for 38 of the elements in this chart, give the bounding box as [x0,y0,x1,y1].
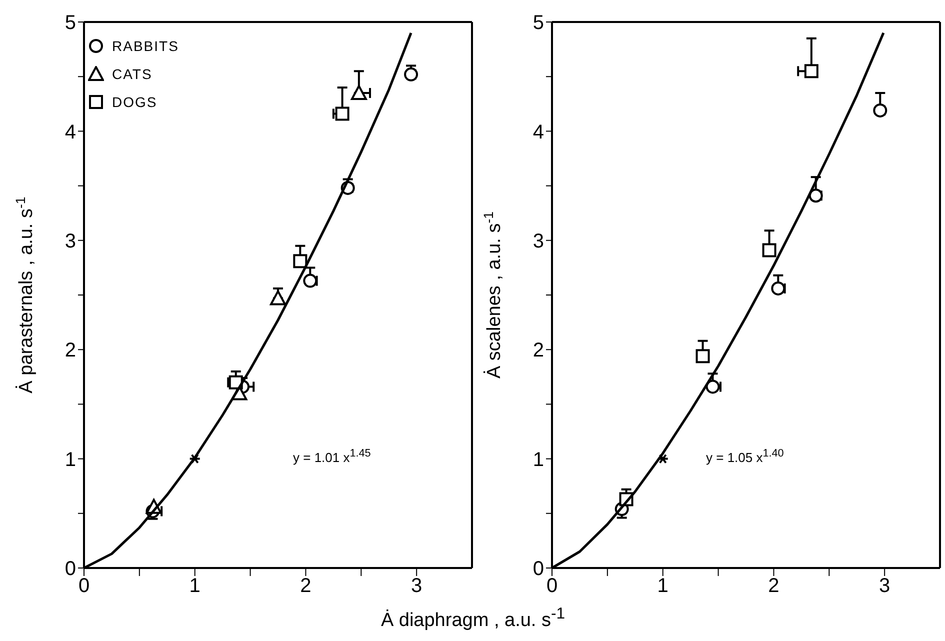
point [771,281,786,296]
x-tick-label: 3 [411,575,422,598]
y-tick-label: 2 [64,340,76,362]
y-tick-label: 0 [532,558,544,580]
point [696,349,710,364]
x-tick-label: 3 [879,575,890,598]
x-tick-label: 1 [189,575,200,598]
y-tick-label: 1 [64,448,76,471]
point [804,64,818,78]
y-tick-label: 3 [532,230,544,252]
point [270,290,286,306]
y-tick-label: 4 [532,121,544,144]
point [762,243,776,258]
y-tick-label: 5 [64,12,76,34]
x-tick-label: 2 [300,575,312,598]
y-tick-label: 4 [64,121,76,144]
point [188,454,201,464]
point [293,254,308,268]
y-tick-label: 3 [64,230,76,252]
point [873,103,888,118]
annotation: y = 1.05 x$^{1.40}$ [706,448,784,466]
legend-label: CATS [112,66,152,82]
point [808,188,823,203]
y-tick-label: 2 [532,340,544,362]
y-tick-label: 0 [64,558,76,580]
point [303,274,318,288]
point [706,380,720,394]
annotation: y = 1.01 x$^{1.45}$ [293,448,371,466]
x-axis-title: Ȧ diaphragm , a.u. s$^{-1}$ [380,606,566,632]
legend-label: DOGS [112,94,158,110]
point [656,454,669,464]
legend-label: RABBITS [112,38,179,54]
x-tick-label: 1 [657,575,668,598]
x-tick-label: 2 [768,575,780,598]
y-tick-label: 1 [532,448,544,471]
point [404,67,418,82]
point [350,84,367,100]
y-tick-label: 5 [532,12,544,34]
